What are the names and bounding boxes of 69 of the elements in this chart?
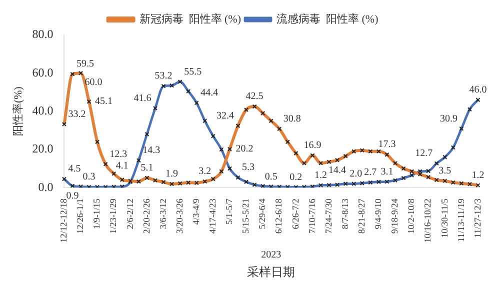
x-tick-label: 9/4-9/10	[373, 198, 384, 230]
data-label: 4.1	[116, 160, 128, 172]
data-label: 53.2	[154, 70, 172, 82]
x-tick-label: 1/23-1/29	[108, 198, 118, 234]
x-tick-label: 3/6-3/12	[158, 198, 168, 230]
data-label: 3.2	[198, 166, 212, 178]
x-tick-label: 5/1-5/7	[224, 198, 234, 225]
data-label: 2.0	[350, 168, 362, 180]
x-tick-label: 2/6-2/12	[124, 198, 135, 230]
data-label: 16.9	[304, 140, 322, 151]
data-label: 30.9	[440, 113, 458, 124]
data-label: 20.2	[236, 144, 254, 155]
data-label: 44.4	[200, 88, 218, 99]
y-tick-label: 20.0	[32, 142, 54, 156]
x-axis-title: 采样日期	[247, 264, 296, 279]
x-tick-label: 12/12-12/18	[58, 198, 69, 243]
legend-label: 流感病毒 阳性率 (%)	[276, 12, 379, 26]
x-tick-label: 5/29-6/4	[257, 198, 268, 230]
x-tick-label: 6/26-7/2	[290, 198, 300, 230]
x-tick-label: 4/17-4/23	[208, 198, 218, 234]
data-label: 30.8	[283, 113, 301, 124]
x-tick-label: 11/27-12/3	[472, 198, 482, 238]
data-label: 59.5	[76, 58, 94, 70]
y-axis-title: 阳性率(%)	[11, 86, 24, 136]
x-tick-label: 10/16-10/22	[422, 198, 433, 243]
x-tick-label: 2/20-2/26	[141, 198, 152, 234]
data-label: 33.2	[68, 108, 86, 120]
x-tick-label: 6/12-6/18	[274, 198, 284, 234]
data-label: 2.7	[364, 167, 377, 178]
data-label: 14.3	[142, 144, 160, 156]
data-label: 1.9	[166, 168, 178, 180]
y-tick-label: 80.0	[32, 27, 54, 42]
y-tick-label: 40.0	[32, 103, 54, 118]
text: 2023	[261, 250, 282, 261]
x-tick-label: 3/20-3/26	[174, 198, 184, 234]
x-tick-label: 8/21-8/27	[356, 198, 366, 234]
data-label: 0.3	[82, 172, 96, 183]
x-tick-label: 5/15-5/21	[240, 198, 251, 234]
data-label: 1.2	[472, 170, 484, 181]
x-tick-label: 10/2-10/8	[406, 198, 416, 234]
data-label: 14.4	[328, 164, 346, 176]
x-tick-label: 9/18-9/24	[390, 198, 400, 234]
data-label: 3.1	[380, 166, 394, 178]
data-label: 45.1	[95, 96, 113, 108]
data-label: 55.5	[184, 66, 202, 78]
data-label: 3.5	[438, 166, 452, 177]
x-tick-label: 10/30-11/5	[439, 198, 450, 238]
x-tick-label: 7/24-7/30	[323, 198, 334, 234]
data-label: 32.4	[216, 110, 234, 122]
y-tick-label: 0.0	[38, 180, 54, 194]
x-tick-label: 7/10-7/16	[306, 198, 317, 234]
legend-label: 新冠病毒 阳性率 (%)	[139, 12, 242, 26]
data-label: 4.5	[68, 164, 81, 175]
data-label: 17.3	[378, 139, 396, 150]
data-label: 0.2	[290, 172, 302, 183]
x-tick-label: 8/7-8/13	[340, 198, 350, 230]
x-tick-label: 11/13-11/19	[456, 198, 466, 242]
y-tick-label: 60.0	[32, 65, 54, 80]
data-label: 46.0	[469, 84, 487, 96]
data-label: 0.5	[264, 171, 278, 182]
data-label: 42.5	[246, 91, 264, 102]
data-label: 12.7	[415, 148, 433, 159]
data-label: 41.6	[134, 92, 152, 104]
data-label: 5.1	[140, 162, 154, 174]
x-tick-label: 1/9-1/15	[92, 198, 102, 230]
data-label: 5.3	[242, 162, 254, 174]
data-label: 1.2	[314, 170, 328, 181]
data-label: 12.3	[110, 148, 128, 160]
x-tick-label: 4/3-4/9	[190, 198, 201, 225]
